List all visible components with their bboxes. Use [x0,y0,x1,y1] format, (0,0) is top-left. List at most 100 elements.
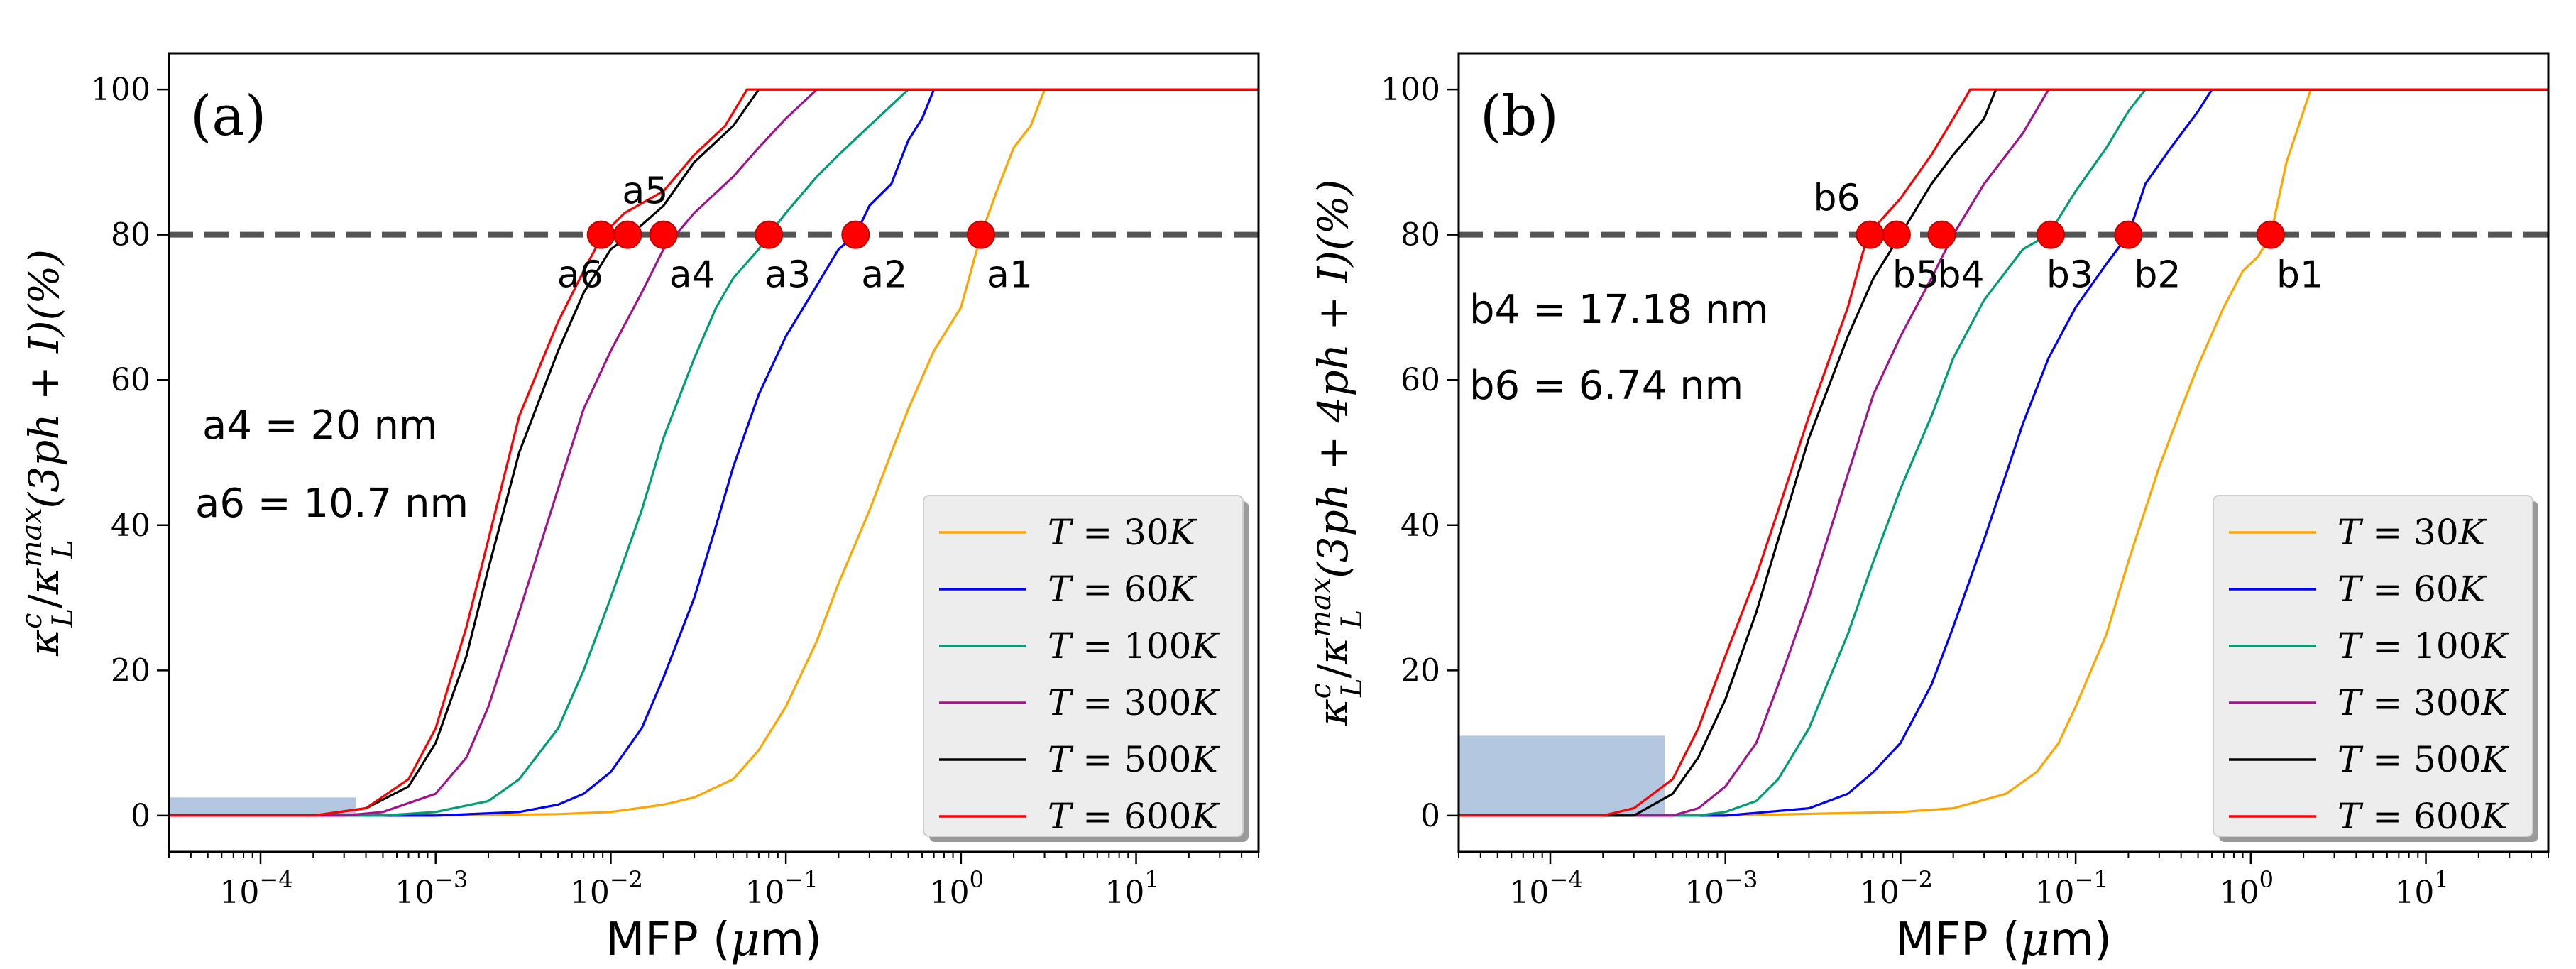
legend-label-T300: T = 300K [2337,682,2509,723]
x-tick-label: 10−2 [570,866,643,911]
marker-label-b2: b2 [2134,254,2181,297]
x-axis-label-prefix: MFP ( [1895,914,2020,966]
legend-label-T600: T = 600K [1048,796,1220,837]
x-tick-exponent: 0 [2259,866,2274,893]
legend-label-prefix: T = [2337,625,2413,667]
y-label-sup: c [1305,683,1337,699]
y-label-sup: max [16,508,48,567]
series-line-T100 [1459,88,2548,817]
y-label-sub: L [1336,678,1369,698]
x-axis-label: MFP (μm) [605,914,822,966]
x-tick-exponent: −1 [785,866,818,893]
y-tick-label: 20 [1401,652,1440,689]
x-tick-exponent: −2 [610,866,643,893]
marker-b3 [2036,220,2065,249]
series-line-T30 [169,88,1259,817]
legend-label-prefix: T = [2337,682,2413,723]
legend-label-T500: T = 500K [2337,739,2509,780]
y-label-slash: / [1309,664,1357,678]
x-tick-base: 10 [1860,875,1900,911]
legend-label-temp: 600 [1124,796,1191,837]
y-label-sub: L [1336,610,1369,630]
marker-label-b5: b5 [1892,254,1939,297]
marker-a1 [966,220,995,249]
x-tick-label: 10−3 [1684,866,1758,911]
legend-label-T30: T = 30K [1048,512,1197,553]
annotation: a6 = 10.7 nm [195,481,468,527]
legend-label-prefix: T = [2337,569,2413,610]
y-label-sub: L [47,540,80,559]
series-line-T500 [169,88,1259,817]
marker-b5 [1882,220,1911,249]
x-axis-label-prefix: MFP ( [605,914,730,966]
x-tick-label: 10−3 [395,866,468,911]
x-tick-base: 10 [930,875,970,911]
y-tick-label: 0 [1420,798,1440,834]
y-label-sup: max [1305,577,1337,637]
x-tick-label: 10−2 [1860,866,1933,911]
legend-label-temp: 30 [2413,512,2459,553]
x-axis-label-mu: μ [2020,914,2050,966]
y-label-slash: / [20,594,68,608]
legend-label-unit: K [2480,796,2509,837]
marker-b1 [2256,220,2285,249]
legend-label-T100: T = 100K [1048,625,1220,667]
x-tick-label: 10−4 [219,866,292,911]
legend-label-unit: K [2480,625,2509,667]
marker-label-b3: b3 [2046,254,2093,297]
legend-label-prefix: T = [1048,512,1124,553]
y-label-tail: (3ph + I)(%) [20,249,68,508]
series-line-T100 [169,88,1259,817]
y-tick-label: 40 [111,508,150,544]
marker-a4 [649,220,678,249]
marker-label-a4: a4 [669,254,716,297]
y-tick-label: 0 [131,798,150,834]
y-tick-label: 40 [1401,508,1440,544]
x-tick-label: 100 [930,866,984,911]
marker-label-b6: b6 [1814,177,1860,220]
x-tick-exponent: −4 [1549,866,1582,893]
legend-label-temp: 100 [2413,625,2481,667]
plot-frame [168,52,1260,853]
legend-label-temp: 300 [2413,682,2481,723]
legend-label-temp: 60 [2413,569,2459,610]
x-tick-exponent: −2 [1900,866,1933,893]
series-line-T500 [1459,88,2548,817]
plot-frame [1457,52,2550,853]
x-axis-label: MFP (μm) [1895,914,2112,966]
x-tick-exponent: 0 [970,866,984,893]
legend-label-prefix: T = [1048,569,1124,610]
y-label-kappa: κ [1309,637,1357,665]
marker-b4 [1927,220,1956,249]
legend-label-prefix: T = [1048,739,1124,780]
legend-label-prefix: T = [1048,625,1124,667]
x-tick-base: 10 [570,875,610,911]
legend-box [2213,495,2533,837]
y-label-kappa: κ [20,629,68,657]
marker-label-a1: a1 [987,254,1033,297]
legend-label-temp: 30 [1124,512,1169,553]
series-line-T60 [1459,88,2548,817]
x-tick-base: 10 [1684,875,1724,911]
y-label-sup: c [16,613,48,629]
x-tick-base: 10 [1509,875,1549,911]
marker-label-b4: b4 [1938,254,1985,297]
x-tick-exponent: −3 [434,866,468,893]
legend-label-unit: K [1190,796,1220,837]
y-label-kappa: κ [1309,699,1357,726]
panel-a: 10−4 10−3 10−2 10−1 100 101020406080100a1a2a3… [16,52,1260,966]
x-axis-label-suffix: m) [760,914,822,966]
series-line-T600 [169,88,1259,817]
x-tick-label: 10−1 [745,866,818,911]
x-tick-label: 100 [2220,866,2274,911]
legend-label-unit: K [1168,512,1197,553]
x-tick-exponent: −3 [1724,866,1758,893]
y-tick-label: 80 [1401,217,1440,253]
legend-label-unit: K [2458,512,2487,553]
legend-label-temp: 600 [2413,796,2481,837]
legend-label-unit: K [2480,739,2509,780]
y-label-kappa: κ [20,567,68,595]
legend-label-T60: T = 60K [2337,569,2487,610]
y-tick-label: 80 [111,217,150,253]
